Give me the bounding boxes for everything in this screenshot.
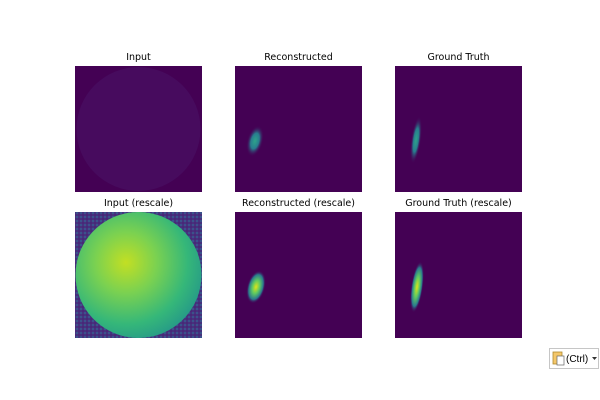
- button-label: (Ctrl): [566, 354, 588, 365]
- panel-title: Ground Truth: [427, 52, 489, 63]
- panel-title: Reconstructed (rescale): [242, 198, 355, 209]
- paste-options-button[interactable]: (Ctrl): [549, 348, 599, 369]
- panel-title: Reconstructed: [264, 52, 333, 63]
- blob: [246, 270, 266, 304]
- panel-title: Input: [126, 52, 151, 63]
- page-icon: [556, 355, 565, 366]
- disk: [75, 212, 202, 338]
- blob: [410, 261, 424, 313]
- disk: [76, 67, 201, 191]
- blob: [246, 125, 264, 157]
- blob: [410, 116, 422, 164]
- panel-title: Ground Truth (rescale): [405, 198, 512, 209]
- dropdown-arrow: [592, 357, 597, 360]
- panel-title: Input (rescale): [104, 198, 173, 209]
